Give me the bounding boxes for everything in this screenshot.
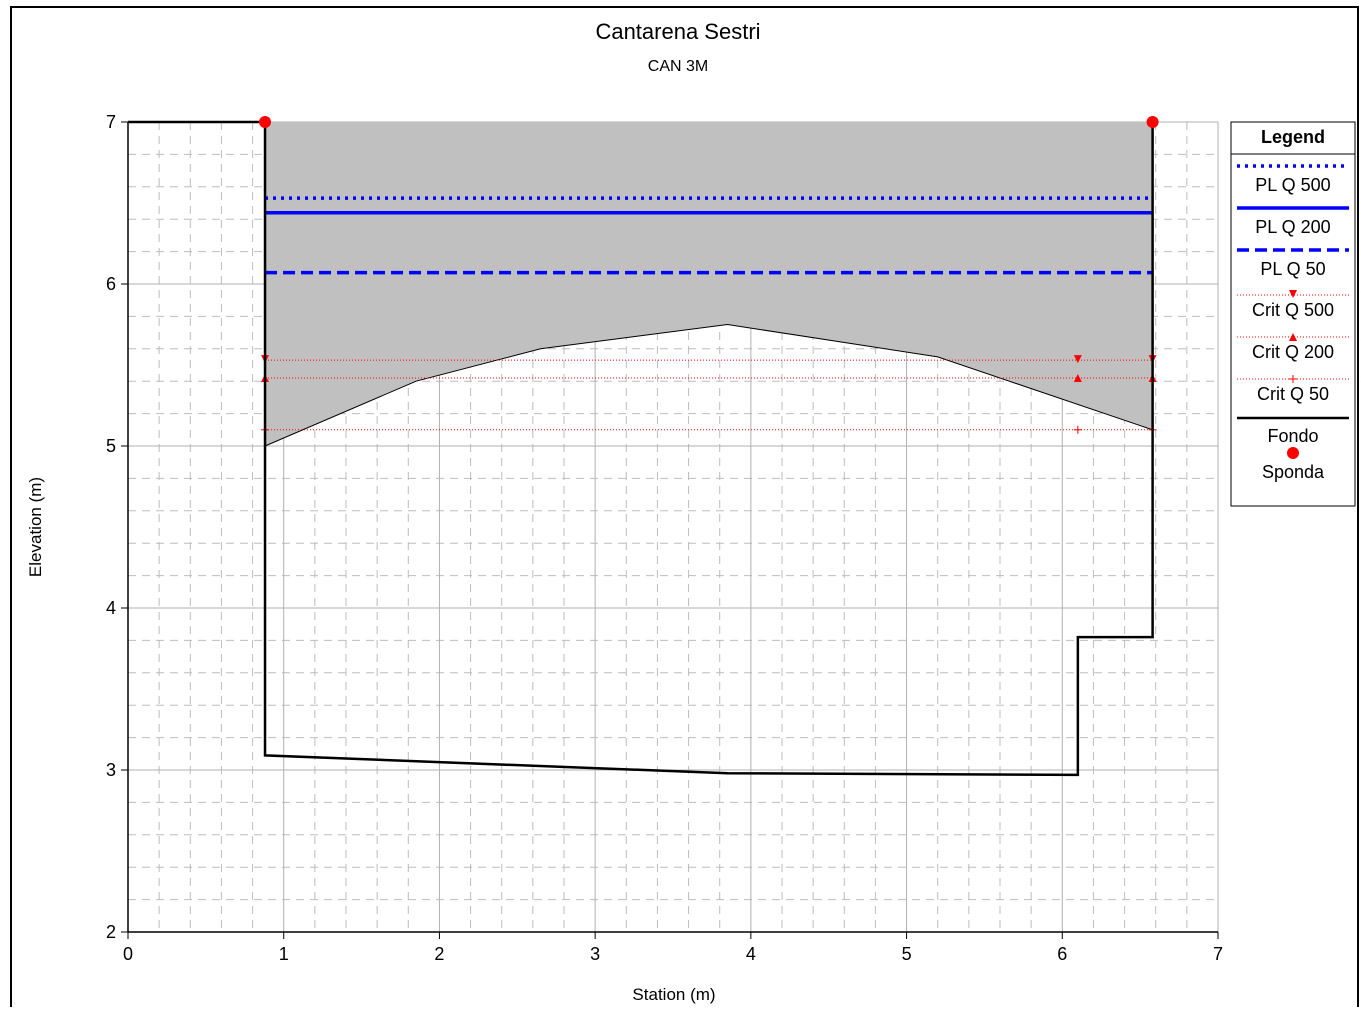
legend-label-ws-0: PL Q 500 bbox=[1255, 175, 1330, 195]
x-tick-label: 6 bbox=[1057, 944, 1067, 964]
crit-marker-2 bbox=[1073, 425, 1082, 434]
y-tick-label: 4 bbox=[106, 598, 116, 618]
x-tick-label: 4 bbox=[746, 944, 756, 964]
legend-label-ground: Fondo bbox=[1267, 426, 1318, 446]
x-tick-label: 0 bbox=[123, 944, 133, 964]
legend-label-crit-0: Crit Q 500 bbox=[1252, 300, 1334, 320]
chart-subtitle: CAN 3M bbox=[648, 58, 708, 75]
legend-label-crit-1: Crit Q 200 bbox=[1252, 342, 1334, 362]
x-tick-label: 7 bbox=[1213, 944, 1223, 964]
y-tick-label: 2 bbox=[106, 922, 116, 942]
legend-marker-crit-2 bbox=[1289, 375, 1297, 383]
legend: Legend PL Q 500 PL Q 200 PL Q 50 Crit Q 500… bbox=[1230, 121, 1356, 507]
crit-marker-0 bbox=[1073, 355, 1082, 364]
y-tick-label: 6 bbox=[106, 274, 116, 294]
obstruction-area bbox=[265, 122, 1153, 446]
chart-frame bbox=[10, 6, 1359, 1007]
legend-label-banks: Sponda bbox=[1262, 462, 1325, 482]
x-tick-label: 1 bbox=[279, 944, 289, 964]
y-tick-label: 3 bbox=[106, 760, 116, 780]
x-tick-label: 2 bbox=[434, 944, 444, 964]
legend-box bbox=[1230, 121, 1356, 507]
obstruction-line bbox=[264, 323, 1153, 447]
legend-label-ws-2: PL Q 50 bbox=[1260, 259, 1325, 279]
legend-label-crit-2: Crit Q 50 bbox=[1257, 384, 1329, 404]
x-tick-label: 5 bbox=[902, 944, 912, 964]
y-tick-label: 7 bbox=[106, 112, 116, 132]
legend-label-ws-1: PL Q 200 bbox=[1255, 217, 1330, 237]
legend-swatch-banks bbox=[1287, 447, 1299, 459]
bank-point bbox=[1146, 116, 1159, 128]
ground-line bbox=[128, 120, 1154, 777]
x-axis-label: Station (m) bbox=[632, 985, 715, 1004]
legend-title: Legend bbox=[1261, 127, 1325, 147]
crit-marker-1 bbox=[1073, 373, 1082, 382]
y-axis-label: Elevation (m) bbox=[26, 477, 45, 577]
bank-point bbox=[259, 116, 272, 128]
legend-marker-crit-1 bbox=[1289, 333, 1297, 341]
y-tick-label: 5 bbox=[106, 436, 116, 456]
x-tick-label: 3 bbox=[590, 944, 600, 964]
legend-marker-crit-0 bbox=[1289, 290, 1297, 298]
chart-title: Cantarena Sestri bbox=[595, 19, 760, 44]
